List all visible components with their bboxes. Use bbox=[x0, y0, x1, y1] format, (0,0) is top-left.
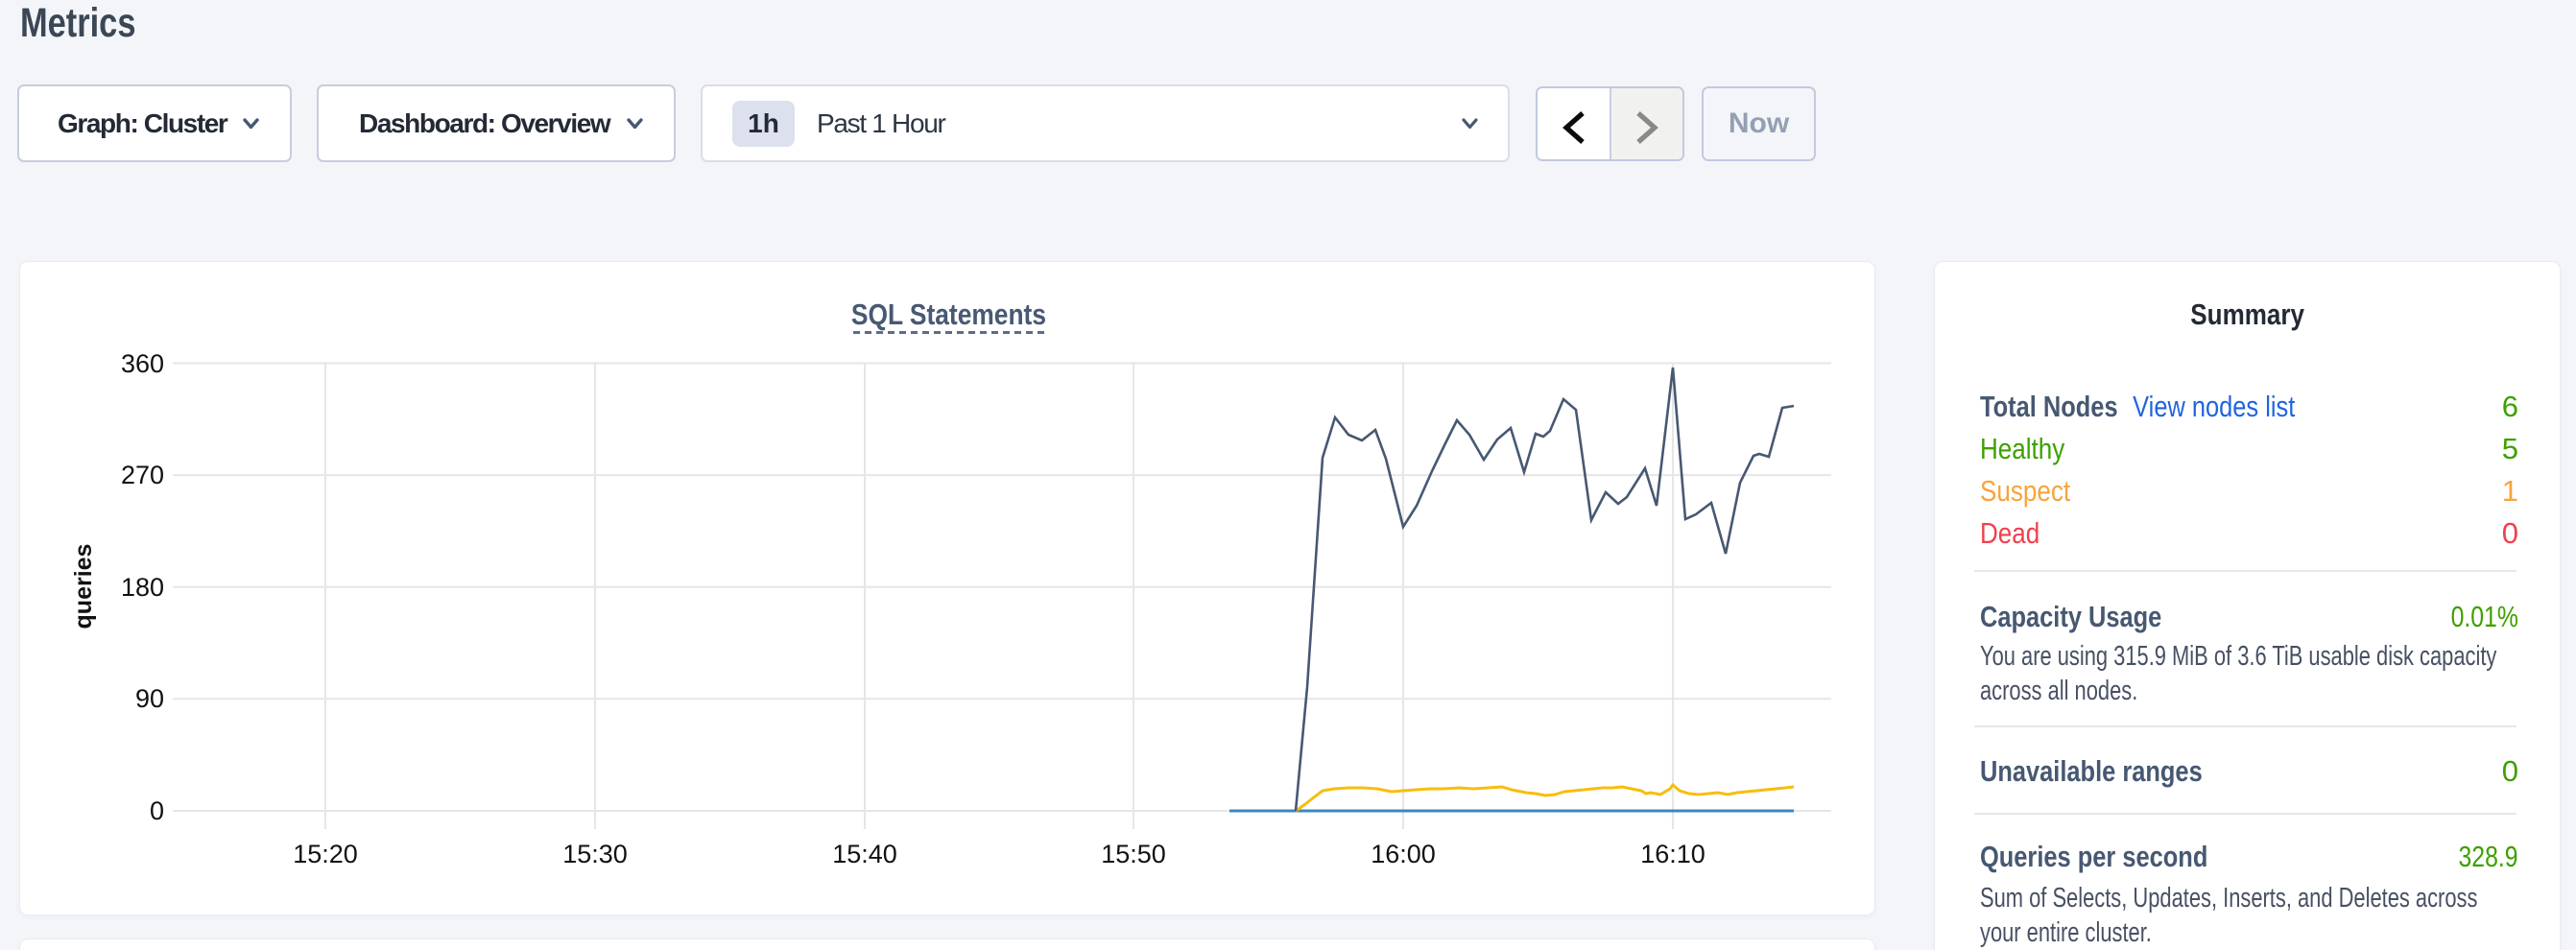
svg-text:0: 0 bbox=[150, 796, 164, 825]
svg-text:15:40: 15:40 bbox=[832, 840, 897, 868]
svg-text:15:50: 15:50 bbox=[1101, 840, 1166, 868]
svg-text:15:30: 15:30 bbox=[562, 840, 628, 868]
svg-text:90: 90 bbox=[135, 684, 164, 713]
svg-text:360: 360 bbox=[121, 349, 164, 378]
svg-text:15:20: 15:20 bbox=[293, 840, 358, 868]
svg-text:180: 180 bbox=[121, 573, 164, 602]
svg-text:16:10: 16:10 bbox=[1640, 840, 1705, 868]
svg-text:queries: queries bbox=[70, 544, 97, 629]
svg-text:270: 270 bbox=[121, 461, 164, 489]
svg-text:16:00: 16:00 bbox=[1371, 840, 1436, 868]
